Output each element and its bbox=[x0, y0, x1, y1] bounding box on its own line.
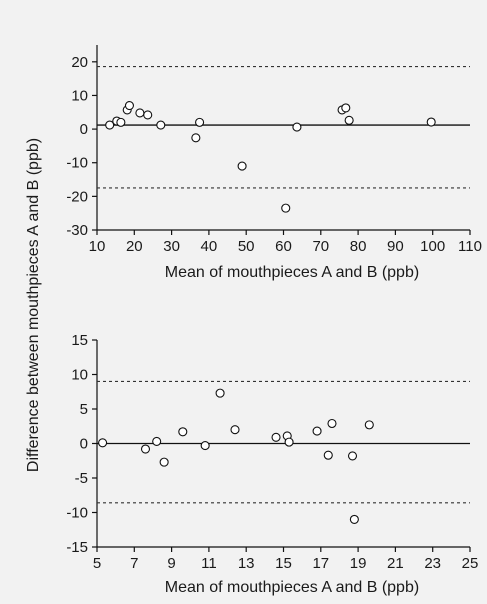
bottom-x-tick-label: 7 bbox=[130, 555, 138, 572]
chart-bottom: 15 10 5 0 -5 -10 -15 5 7 9 11 13 15 17 19 21 23 25 Mean o… bbox=[66, 332, 478, 596]
bottom-data-point bbox=[349, 514, 359, 524]
top-data-point bbox=[116, 117, 126, 127]
top-x-axis-title: Mean of mouthpieces A and B (ppb) bbox=[165, 264, 419, 281]
top-x-tick-label: 20 bbox=[126, 238, 143, 255]
top-y-tick-label: -20 bbox=[66, 188, 88, 205]
top-x-tick-label: 30 bbox=[163, 238, 180, 255]
bottom-data-point bbox=[347, 451, 358, 461]
top-x-tick-label: 10 bbox=[89, 238, 106, 255]
bottom-y-tick-label: 0 bbox=[80, 436, 88, 453]
bottom-y-tick-label: -10 bbox=[66, 505, 88, 522]
bottom-data-point bbox=[271, 432, 281, 442]
top-y-tick-label: 20 bbox=[71, 54, 88, 71]
bottom-data-point bbox=[230, 425, 240, 435]
top-x-tick-label: 100 bbox=[420, 238, 445, 255]
top-data-point bbox=[292, 122, 302, 132]
top-x-tick-label: 110 bbox=[458, 238, 482, 255]
top-y-tick-label: -30 bbox=[66, 222, 88, 239]
bottom-y-tick-label: -5 bbox=[75, 470, 88, 487]
top-data-point bbox=[135, 108, 145, 118]
bottom-x-tick-label: 11 bbox=[201, 555, 217, 572]
top-data-point bbox=[344, 115, 354, 125]
top-data-point bbox=[237, 161, 247, 171]
bottom-data-point bbox=[152, 436, 162, 446]
top-data-point bbox=[191, 133, 201, 143]
bottom-data-point bbox=[159, 457, 169, 467]
bottom-x-axis-title: Mean of mouthpieces A and B (ppb) bbox=[165, 579, 419, 596]
bottom-x-tick-label: 5 bbox=[93, 555, 101, 572]
top-y-tick-label: 10 bbox=[71, 87, 88, 104]
bottom-y-tick-label: 10 bbox=[71, 367, 88, 384]
bottom-data-point bbox=[98, 438, 108, 448]
top-y-tick-label: -10 bbox=[66, 155, 88, 172]
bottom-data-point bbox=[323, 450, 333, 460]
bottom-x-tick-label: 25 bbox=[462, 555, 479, 572]
bottom-x-tick-label: 19 bbox=[350, 555, 367, 572]
bottom-data-point bbox=[327, 418, 337, 429]
shared-y-axis-label: Difference between mouthpieces A and B (… bbox=[25, 138, 42, 472]
bottom-data-point bbox=[312, 426, 322, 436]
top-x-tick-label: 50 bbox=[238, 238, 255, 255]
bottom-x-tick-label: 23 bbox=[424, 555, 441, 572]
bottom-data-point bbox=[140, 444, 151, 454]
bottom-y-tick-label: 15 bbox=[71, 332, 88, 349]
bottom-y-tick-label: -15 bbox=[66, 539, 88, 556]
bottom-x-tick-label: 13 bbox=[238, 555, 255, 572]
bottom-y-tick-label: 5 bbox=[80, 401, 88, 418]
top-data-point bbox=[105, 120, 115, 130]
top-data-point bbox=[156, 120, 166, 130]
chart-top: -30 -20 -10 0 10 20 10 20 30 40 50 60 70 80 90 100 110 M… bbox=[66, 45, 482, 281]
top-data-point bbox=[281, 203, 291, 213]
top-data-point bbox=[143, 110, 153, 120]
top-x-tick-label: 60 bbox=[275, 238, 292, 255]
top-data-point bbox=[426, 117, 436, 127]
bottom-x-tick-label: 21 bbox=[387, 555, 404, 572]
bottom-x-tick-label: 15 bbox=[275, 555, 292, 572]
bottom-data-point bbox=[284, 437, 294, 447]
bottom-data-point bbox=[200, 441, 210, 451]
bottom-data-point bbox=[178, 427, 188, 437]
top-y-tick-label: 0 bbox=[80, 121, 88, 138]
bottom-x-tick-label: 17 bbox=[312, 555, 329, 572]
top-plot-layer: -30 -20 -10 0 10 20 10 20 30 40 50 60 70 80 90 100 110 bbox=[66, 45, 482, 255]
bottom-plot-layer: 15 10 5 0 -5 -10 -15 5 7 9 11 13 15 17 19 21 23 25 bbox=[66, 332, 478, 572]
bottom-data-point bbox=[215, 388, 225, 398]
top-x-tick-label: 70 bbox=[312, 238, 329, 255]
top-data-point bbox=[195, 117, 205, 127]
top-x-tick-label: 40 bbox=[201, 238, 218, 255]
bottom-x-tick-label: 9 bbox=[167, 555, 175, 572]
bottom-data-point bbox=[364, 420, 374, 430]
top-data-point bbox=[124, 100, 135, 111]
top-data-point bbox=[341, 103, 351, 113]
top-x-tick-label: 90 bbox=[387, 238, 404, 255]
top-x-tick-label: 80 bbox=[350, 238, 367, 255]
